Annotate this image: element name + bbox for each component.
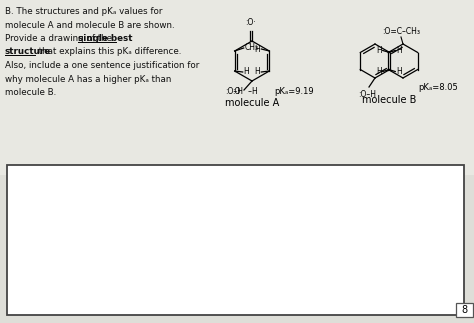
Bar [456,303,473,317]
Text: why molecule A has a higher pKₐ than: why molecule A has a higher pKₐ than [5,75,172,84]
Text: pKₐ=8.05: pKₐ=8.05 [418,82,458,91]
Text: :O–H: :O–H [358,90,376,99]
Text: H: H [255,68,260,77]
Text: H: H [244,68,249,77]
Text: 8: 8 [461,305,467,315]
Text: pKₐ=9.19: pKₐ=9.19 [274,87,314,96]
Text: H: H [376,67,382,76]
Bar [7,165,464,315]
Text: molecule B.: molecule B. [5,88,56,97]
Text: H: H [255,45,260,54]
Text: H: H [376,46,382,55]
Text: molecule A and molecule B are shown.: molecule A and molecule B are shown. [5,20,174,29]
Text: H: H [396,46,402,55]
Text: :O=C–CH₃: :O=C–CH₃ [382,27,420,36]
Text: :O–H: :O–H [225,87,243,96]
Text: Also, include a one sentence justification for: Also, include a one sentence justificati… [5,61,200,70]
Text: H: H [396,67,402,76]
Text: single best: single best [79,34,133,43]
Text: that explains this pKₐ difference.: that explains this pKₐ difference. [36,47,182,57]
Text: Provide a drawing of the: Provide a drawing of the [5,34,115,43]
Text: molecule A: molecule A [225,98,279,108]
Text: CH₃: CH₃ [245,44,259,53]
Text: :O: :O [233,88,241,97]
Text: structure: structure [5,47,51,57]
Bar [0,0,474,175]
Text: molecule B: molecule B [362,95,416,105]
Text: :O·: :O· [246,18,256,27]
Text: B. The structures and pKₐ values for: B. The structures and pKₐ values for [5,7,163,16]
Text: –H: –H [241,88,258,97]
